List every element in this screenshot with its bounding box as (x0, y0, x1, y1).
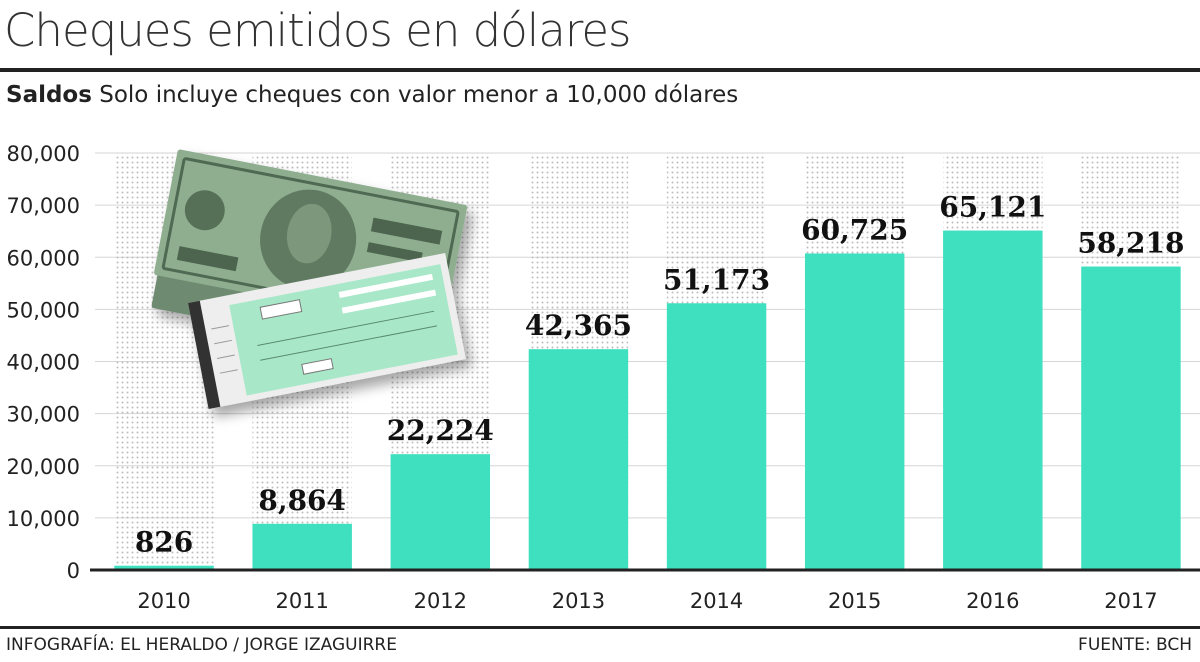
y-tick-label: 20,000 (7, 455, 80, 479)
y-tick-label: 10,000 (7, 507, 80, 531)
y-tick-label: 40,000 (7, 351, 80, 375)
y-tick-label: 60,000 (7, 246, 80, 270)
money-illustration (151, 149, 468, 410)
chart-subtitle: Saldos Solo incluye cheques con valor me… (6, 82, 738, 108)
y-tick-label: 0 (67, 559, 80, 583)
bar (666, 303, 767, 570)
x-tick-label: 2016 (966, 589, 1019, 613)
bar (943, 230, 1043, 570)
value-labels-layer: 826 8,864 22,224 42,365 51,173 60,725 65,121 58… (135, 191, 1185, 559)
subtitle-bold: Saldos (6, 82, 92, 108)
cheque-icon (188, 253, 466, 410)
bar (804, 253, 905, 570)
value-label: 65,121 (939, 191, 1046, 224)
y-tick-label: 30,000 (7, 403, 80, 427)
bar (528, 349, 629, 570)
x-tick-label: 2017 (1104, 589, 1157, 613)
chart-title: Cheques emitidos en dólares (4, 4, 631, 57)
bar (252, 523, 352, 570)
bar (114, 565, 214, 570)
y-tick-label: 70,000 (7, 194, 80, 218)
bar (390, 454, 491, 570)
value-label: 22,224 (387, 414, 494, 447)
value-label: 58,218 (1077, 227, 1184, 260)
x-tick-label: 2012 (414, 589, 467, 613)
y-tick-labels-layer: 0 10,000 20,000 30,000 40,000 50,000 60,000 70,… (7, 142, 80, 583)
subtitle-text: Solo incluye cheques con valor menor a 1… (99, 82, 739, 108)
x-tick-labels-layer: 2010 2011 2012 2013 2014 2015 2016 2017 (137, 589, 1157, 613)
y-tick-label: 50,000 (7, 298, 80, 322)
value-label: 42,365 (525, 309, 632, 342)
source-text: FUENTE: BCH (1078, 635, 1192, 655)
x-tick-label: 2010 (137, 589, 190, 613)
bars-layer (114, 230, 1181, 570)
value-label: 60,725 (801, 213, 908, 246)
x-tick-label: 2013 (552, 589, 605, 613)
value-label: 826 (135, 526, 193, 559)
x-tick-label: 2014 (690, 589, 743, 613)
credit-text: INFOGRAFÍA: EL HERALDO / JORGE IZAGUIRRE (6, 635, 397, 655)
bar (1081, 266, 1181, 570)
title-rule (0, 68, 1200, 72)
footer-rule (0, 626, 1200, 629)
value-label: 8,864 (258, 484, 346, 517)
value-label: 51,173 (663, 263, 770, 296)
x-tick-label: 2015 (828, 589, 881, 613)
bar-chart: 826 8,864 22,224 42,365 51,173 60,725 65,121 58… (7, 142, 1200, 613)
x-tick-label: 2011 (275, 589, 328, 613)
y-tick-label: 80,000 (7, 142, 80, 166)
